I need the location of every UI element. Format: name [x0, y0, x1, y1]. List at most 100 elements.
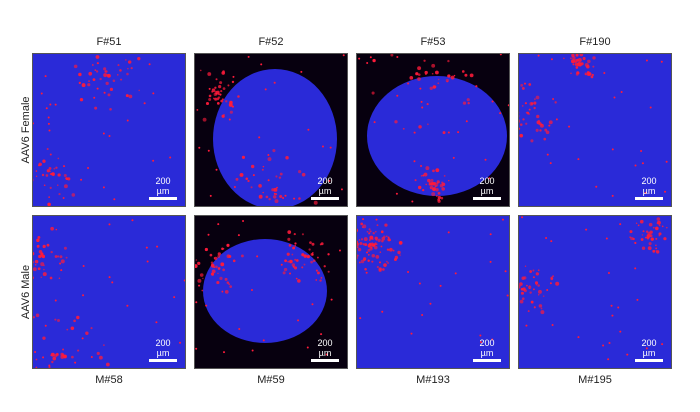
- signal-spot: [376, 224, 379, 227]
- signal-spot: [218, 84, 222, 89]
- signal-spot: [421, 106, 424, 109]
- signal-spot: [81, 337, 84, 340]
- signal-spot: [652, 226, 655, 229]
- signal-spot: [528, 108, 531, 111]
- signal-spot: [282, 271, 286, 275]
- signal-spot: [42, 356, 45, 359]
- signal-spot: [377, 238, 381, 242]
- signal-spot: [287, 237, 291, 241]
- signal-spot: [357, 242, 360, 247]
- signal-spot: [45, 174, 49, 177]
- signal-spot: [223, 114, 225, 116]
- signal-spot: [367, 259, 370, 262]
- signal-spot: [102, 132, 105, 135]
- signal-spot: [590, 75, 594, 79]
- signal-spot: [128, 94, 133, 99]
- signal-spot: [611, 314, 614, 317]
- signal-spot: [209, 194, 212, 197]
- signal-spot: [441, 181, 444, 184]
- signal-spot: [38, 250, 43, 254]
- signal-spot: [656, 222, 658, 224]
- signal-spot: [301, 172, 306, 177]
- signal-spot: [537, 269, 540, 271]
- signal-spot: [525, 111, 528, 114]
- scale-bar-label: 200 µm: [479, 338, 495, 358]
- signal-spot: [103, 73, 108, 78]
- scale-bar: 200 µm: [311, 338, 339, 362]
- signal-spot: [65, 256, 68, 259]
- signal-spot: [545, 130, 550, 135]
- signal-spot: [66, 328, 69, 331]
- signal-spot: [216, 102, 220, 105]
- signal-spot: [525, 324, 528, 327]
- signal-spot: [208, 98, 212, 102]
- signal-spot: [211, 269, 216, 274]
- signal-spot: [587, 59, 591, 64]
- signal-spot: [55, 166, 58, 169]
- signal-spot: [63, 165, 66, 168]
- signal-spot: [519, 127, 521, 130]
- signal-spot: [524, 82, 527, 85]
- signal-spot: [207, 149, 210, 152]
- bottom-label-3: M#193: [416, 374, 450, 386]
- signal-spot: [375, 243, 378, 246]
- signal-spot: [577, 158, 580, 161]
- signal-spot: [388, 239, 391, 242]
- signal-spot: [530, 102, 534, 105]
- signal-spot: [105, 81, 109, 86]
- signal-spot: [417, 66, 422, 71]
- signal-spot: [319, 243, 322, 246]
- signal-spot: [211, 88, 216, 93]
- signal-spot: [251, 349, 254, 352]
- signal-spot: [308, 248, 311, 251]
- signal-spot: [320, 276, 323, 279]
- tissue-image: [196, 54, 345, 206]
- signal-spot: [49, 276, 53, 280]
- col-label-3: F#53: [420, 36, 446, 48]
- signal-spot: [57, 173, 61, 177]
- signal-spot: [82, 294, 85, 297]
- signal-spot: [587, 72, 592, 76]
- signal-spot: [519, 282, 523, 286]
- signal-spot: [368, 238, 371, 242]
- signal-spot: [228, 102, 233, 107]
- signal-spot: [49, 153, 52, 156]
- signal-spot: [592, 56, 596, 60]
- bottom-label-2: M#59: [257, 374, 285, 386]
- tissue-image: [358, 54, 509, 203]
- signal-spot: [446, 80, 449, 83]
- signal-spot: [520, 287, 524, 291]
- signal-spot: [402, 127, 405, 130]
- signal-spot: [55, 228, 58, 231]
- signal-spot: [437, 199, 441, 203]
- signal-spot: [204, 247, 208, 252]
- signal-spot: [215, 92, 218, 95]
- signal-spot: [289, 259, 293, 264]
- signal-spot: [301, 266, 304, 269]
- signal-spot: [47, 202, 51, 206]
- signal-spot: [576, 58, 580, 62]
- signal-spot: [280, 263, 283, 266]
- signal-spot: [537, 284, 540, 287]
- signal-spot: [572, 63, 575, 66]
- signal-spot: [521, 86, 525, 90]
- signal-spot: [42, 272, 47, 277]
- signal-spot: [315, 269, 318, 272]
- signal-spot: [273, 195, 277, 199]
- signal-spot: [431, 63, 436, 68]
- signal-spot: [57, 157, 60, 160]
- signal-spot: [46, 243, 50, 247]
- signal-spot: [214, 86, 217, 89]
- signal-spot: [34, 259, 39, 264]
- signal-spot: [641, 246, 646, 250]
- signal-spot: [484, 158, 487, 161]
- signal-spot: [475, 85, 478, 88]
- signal-spot: [608, 342, 611, 345]
- signal-spot: [417, 73, 421, 77]
- signal-spot: [360, 222, 364, 226]
- signal-spot: [63, 184, 68, 189]
- signal-spot: [453, 74, 456, 77]
- signal-spot: [272, 149, 276, 153]
- signal-spot: [467, 102, 470, 105]
- signal-spot: [413, 131, 416, 134]
